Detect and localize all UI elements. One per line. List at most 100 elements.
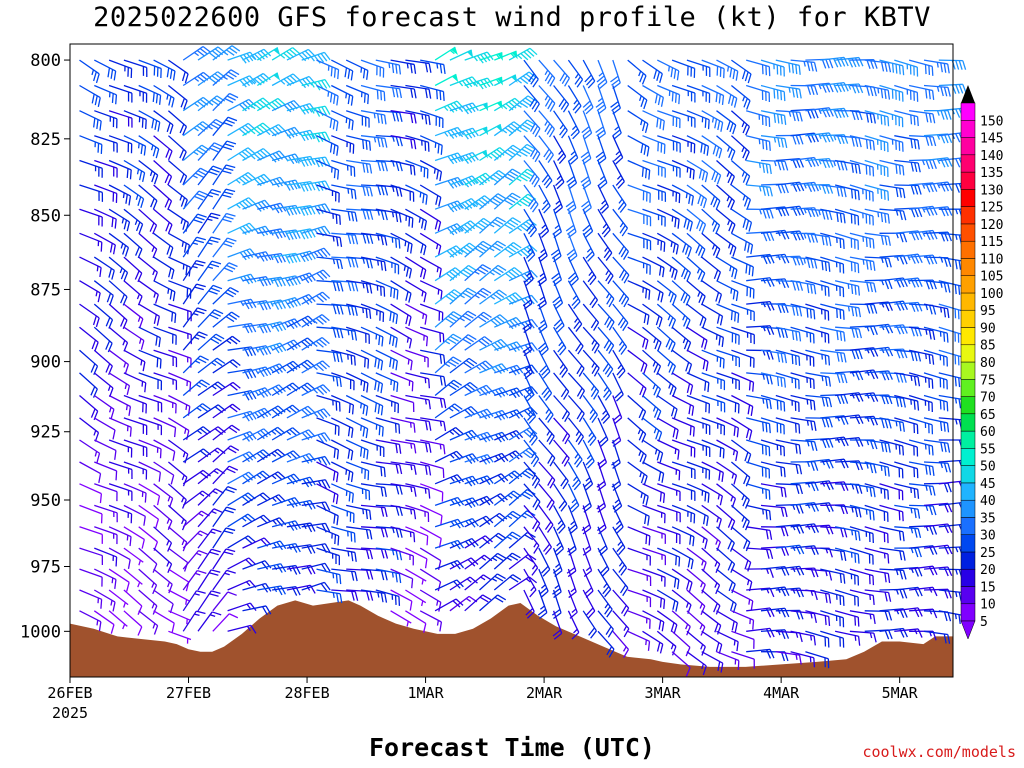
barb-full-flag [324,501,331,511]
barb-shaft [256,405,279,419]
barb-full-flag [174,313,177,324]
barb-full-flag [193,219,203,224]
wind-barb [212,140,237,161]
barb-full-flag [350,189,354,199]
barb-full-flag [317,205,324,214]
wind-barb [153,526,173,552]
barb-full-flag [201,379,210,386]
barb-shaft [286,272,310,282]
wind-barb [108,504,133,524]
wind-barb [256,448,286,463]
barb-shaft [331,232,356,236]
barb-full-flag [258,346,265,356]
barb-full-flag [231,424,240,432]
wind-barb [316,526,340,546]
barb-full-flag [306,359,315,367]
barb-full-flag [284,231,291,241]
wind-barb [271,126,302,139]
barb-full-flag [168,96,172,106]
barb-shaft [242,449,264,463]
barb-full-flag [257,52,265,60]
wind-barb [286,315,316,328]
barb-full-flag [336,449,340,460]
wind-barb [316,159,340,180]
barb-full-flag [336,515,339,526]
barb-shaft [153,349,177,359]
barb-full-flag [332,119,336,130]
barb-full-flag [209,263,220,268]
barb-half-flag [345,93,348,99]
wind-barb [257,384,286,397]
barb-full-flag [320,249,328,258]
barb-shaft [345,59,369,72]
barb-full-flag [155,148,160,159]
barb-shaft [227,222,250,234]
barb-shaft [197,404,219,419]
barb-half-flag [186,380,188,387]
barb-full-flag [333,514,336,524]
barb-full-flag [261,201,269,210]
barb-full-flag [225,188,236,193]
barb-shaft [182,379,202,396]
barb-full-flag [210,338,220,345]
wind-barb [197,142,224,161]
barb-shaft [167,84,188,102]
barb-shaft [182,190,200,210]
barb-full-flag [280,585,287,595]
barb-half-flag [153,292,157,298]
barb-full-flag [335,401,338,411]
barb-full-flag [365,140,368,150]
barb-full-flag [122,245,127,255]
barb-full-flag [272,153,280,162]
barb-full-flag [287,476,295,485]
barb-full-flag [142,424,144,434]
wind-barb [212,188,236,210]
barb-shaft [138,610,159,627]
barb-full-flag [130,513,133,524]
barb-full-flag [198,550,208,555]
barb-full-flag [337,69,340,80]
barb-shaft [182,307,198,328]
barb-full-flag [365,283,369,294]
barb-shaft [108,280,128,298]
wind-barb [123,439,148,457]
barb-shaft [227,579,250,591]
barb-shaft [271,520,296,528]
barb-full-flag [179,173,185,183]
wind-barb [197,611,222,632]
barb-half-flag [113,511,115,518]
barb-shaft [123,461,147,471]
barb-full-flag [278,384,286,393]
wind-barb [286,155,316,167]
barb-shaft [346,135,370,142]
barb-full-flag [232,359,241,367]
barb-full-flag [309,272,316,281]
barb-shaft [182,283,198,305]
barb-shaft [79,589,102,600]
barb-full-flag [351,281,355,292]
barb-full-flag [105,363,111,373]
wind-barb [316,59,340,80]
barb-half-flag [193,312,199,316]
barb-shaft [182,236,198,258]
barb-full-flag [367,94,370,105]
barb-shaft [197,212,212,234]
barb-full-flag [339,352,343,363]
barb-shaft [153,483,174,499]
barb-shaft [153,184,172,202]
barb-full-flag [305,454,313,463]
barb-full-flag [139,318,144,328]
barb-full-flag [245,559,254,567]
barb-full-flag [141,539,145,549]
barb-full-flag [101,577,103,587]
barb-full-flag [333,168,336,179]
barb-half-flag [255,253,259,259]
wind-barb [153,59,176,81]
barb-full-flag [323,51,331,61]
barb-full-flag [158,95,162,105]
barb-full-flag [144,493,147,503]
wind-barb [316,394,341,412]
barb-half-flag [346,141,348,148]
barb-shaft [242,72,264,87]
barb-half-flag [265,105,271,110]
